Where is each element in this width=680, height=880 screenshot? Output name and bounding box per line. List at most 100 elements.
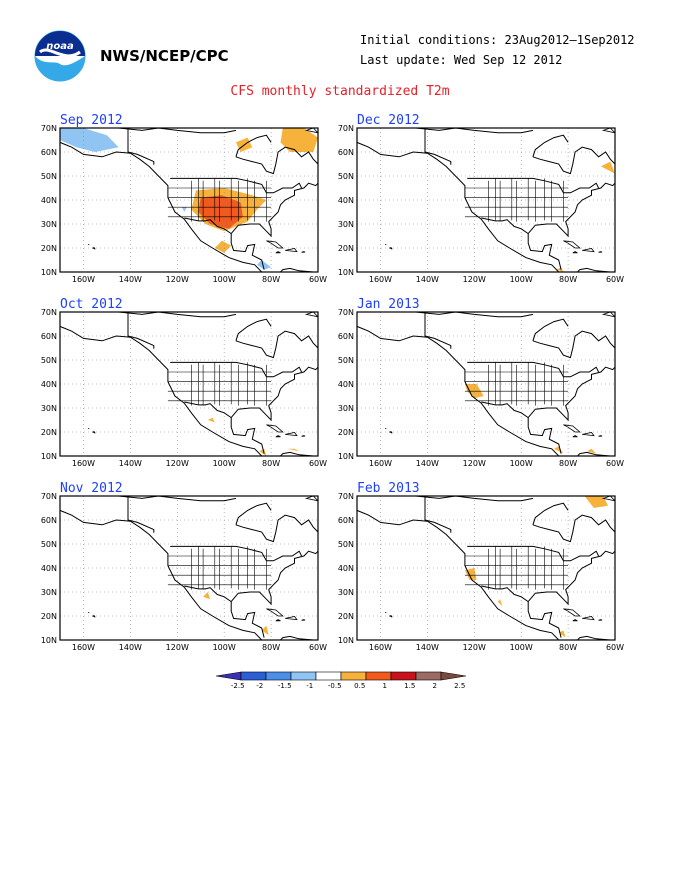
lon-label: 120W (463, 459, 486, 468)
anomaly-region (584, 496, 608, 508)
coastline (235, 146, 318, 175)
coastline (532, 146, 615, 175)
island (301, 251, 306, 253)
panel-title: Nov 2012 (60, 481, 123, 496)
coastline (235, 502, 272, 525)
coastline (60, 325, 314, 456)
country-border (184, 585, 232, 603)
colorbar-swatch (440, 671, 467, 681)
island (304, 312, 318, 318)
last-update: Last update: Wed Sep 12 2012 (360, 53, 563, 67)
island (572, 251, 578, 254)
lon-label: 100W (213, 275, 236, 284)
anomaly-region (261, 625, 269, 636)
colorbar-tick-label: -2.5 (231, 682, 245, 690)
island (91, 615, 96, 618)
lat-label: 10N (338, 452, 354, 461)
island (91, 431, 96, 434)
lat-label: 60N (338, 516, 354, 525)
coastline (60, 141, 314, 272)
island (572, 435, 578, 438)
lon-label: 140W (119, 275, 142, 284)
lon-label: 100W (510, 275, 533, 284)
map-panel: Feb 2013 70N 60N 50N 40N 30N 20N 10N 160W 140W 120… (338, 481, 657, 652)
lat-label: 30N (338, 588, 354, 597)
lat-label: 30N (41, 220, 57, 229)
island (601, 496, 615, 502)
lat-label: 20N (338, 244, 354, 253)
lon-label: 80W (262, 275, 280, 284)
island (91, 247, 96, 250)
map-frame (59, 495, 319, 641)
island (285, 616, 298, 621)
lon-label: 120W (166, 643, 189, 652)
lat-label: 40N (41, 196, 57, 205)
lon-label: 160W (369, 275, 392, 284)
island (601, 128, 615, 134)
map-frame (356, 127, 616, 273)
island (266, 240, 284, 249)
lon-label: 120W (166, 275, 189, 284)
lon-label: 80W (559, 643, 577, 652)
anomaly-map: 70N 60N 50N 40N 30N 20N 10N 160W 140W 120W 100W 80W… (338, 492, 624, 652)
lat-label: 20N (41, 428, 57, 437)
island (582, 432, 595, 437)
coastline (230, 182, 318, 238)
island (572, 619, 578, 622)
island (304, 128, 318, 134)
lon-label: 100W (510, 459, 533, 468)
lat-label: 20N (41, 612, 57, 621)
lat-label: 20N (338, 612, 354, 621)
colorbar-tick-label: -0.5 (328, 682, 342, 690)
lon-label: 160W (369, 643, 392, 652)
panel-title: Feb 2013 (357, 481, 420, 496)
coastline (532, 330, 615, 359)
country-border (127, 497, 155, 533)
lat-label: 30N (41, 588, 57, 597)
coastline (532, 318, 569, 341)
lon-label: 160W (369, 459, 392, 468)
country-border (424, 313, 452, 349)
colorbar-swatch (390, 671, 417, 681)
lat-label: 10N (41, 452, 57, 461)
panel-title: Oct 2012 (60, 297, 123, 312)
coastline (532, 514, 615, 543)
island (87, 612, 90, 614)
lat-label: 50N (338, 172, 354, 181)
lon-label: 80W (262, 643, 280, 652)
lon-label: 60W (309, 643, 327, 652)
country-border (184, 401, 232, 419)
lat-label: 70N (338, 308, 354, 317)
country-border (170, 361, 303, 378)
panel-title: Dec 2012 (357, 113, 420, 128)
colorbar-swatch (265, 671, 292, 681)
lat-label: 50N (41, 540, 57, 549)
lon-label: 60W (606, 459, 624, 468)
anomaly-region (214, 240, 232, 253)
lon-label: 100W (213, 459, 236, 468)
panel-title: Jan 2013 (357, 297, 420, 312)
lat-label: 10N (41, 268, 57, 277)
lon-label: 60W (606, 643, 624, 652)
country-border (481, 217, 529, 235)
lat-label: 60N (338, 332, 354, 341)
panel-title: Sep 2012 (60, 113, 123, 128)
anomaly-region (60, 128, 119, 152)
island (87, 428, 90, 430)
anomaly-map: 70N 60N 50N 40N 30N 20N 10N 160W 140W 120W 100W 80W… (338, 124, 624, 284)
lat-label: 20N (338, 428, 354, 437)
lat-label: 50N (338, 356, 354, 365)
lon-label: 160W (72, 643, 95, 652)
coastline (357, 509, 611, 640)
coastline (230, 550, 318, 606)
coastline (357, 141, 611, 272)
lat-label: 40N (338, 564, 354, 573)
lat-label: 30N (338, 220, 354, 229)
island (582, 248, 595, 253)
lon-label: 140W (416, 643, 439, 652)
island (384, 244, 387, 246)
coastline (230, 366, 318, 422)
lat-label: 30N (41, 404, 57, 413)
coastline (532, 502, 569, 525)
island (301, 619, 306, 621)
